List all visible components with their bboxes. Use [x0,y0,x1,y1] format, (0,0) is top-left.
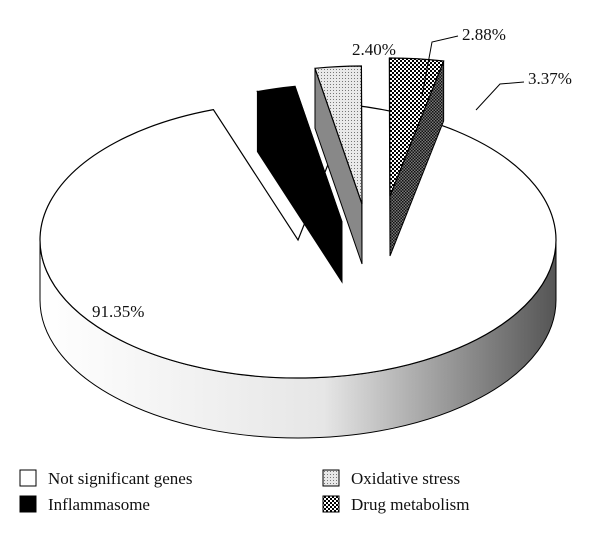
legend-item-oxidative-stress: Oxidative stress [322,469,460,488]
slice-not-significant-genes [39,104,557,439]
legend-label-not-significant-genes: Not significant genes [48,469,192,488]
legend-label-oxidative-stress: Oxidative stress [351,469,460,488]
slice-label-drug-metabolism: 3.37% [528,69,572,88]
slice-label-oxidative-stress: 2.88% [462,25,506,44]
legend-item-drug-metabolism: Drug metabolism [322,495,470,514]
legend-item-not-significant-genes: Not significant genes [19,469,192,488]
legend-swatch-drug-metabolism [322,495,340,513]
slice-oxidative-stress [314,65,363,265]
leader-line-drug-metabolism [475,81,525,111]
slice-inflammasome [256,85,343,284]
legend-swatch-not-significant-genes [19,469,37,487]
leader-line-oxidative-stress [421,35,459,97]
legend-swatch-oxidative-stress [322,469,340,487]
legend-label-drug-metabolism: Drug metabolism [351,495,470,514]
labels-layer: 91.35% 2.40% 2.88% 3.37% [92,25,572,321]
legend-item-inflammasome: Inflammasome [19,495,150,514]
legend-label-inflammasome: Inflammasome [48,495,150,514]
slice-drug-metabolism [388,57,445,257]
slices-layer [39,57,557,439]
slice-label-inflammasome: 2.40% [352,40,396,59]
legend-swatch-inflammasome [19,495,37,513]
slice-label-not-significant-genes: 91.35% [92,302,144,321]
legend: Not significant genes Inflammasome Oxidati… [19,469,470,514]
